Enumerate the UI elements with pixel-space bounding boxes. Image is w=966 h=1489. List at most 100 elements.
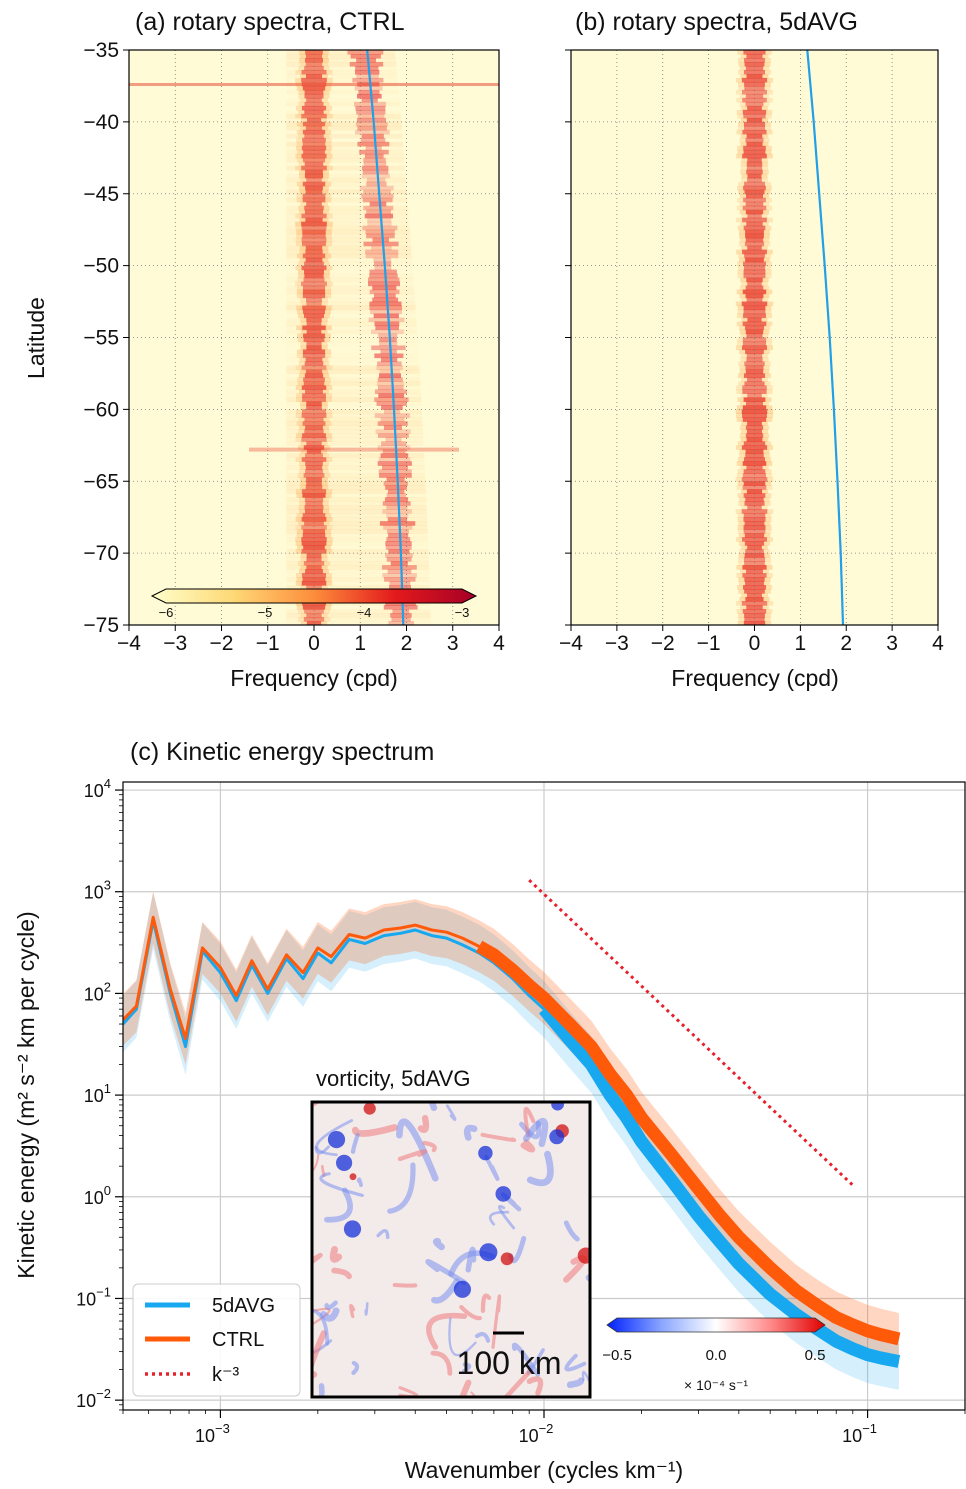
- zero-frequency-cell: [303, 277, 325, 283]
- inset-filament: [445, 1104, 457, 1122]
- zero-frequency-halo: [295, 549, 333, 554]
- zero-frequency-halo: [741, 177, 768, 183]
- inertial-band-cell: [355, 121, 388, 127]
- zero-frequency-halo: [737, 493, 772, 498]
- inset-filament: [463, 1124, 478, 1141]
- zero-frequency-cell: [303, 333, 325, 339]
- zero-frequency-halo: [739, 453, 770, 458]
- zero-frequency-cell: [305, 461, 323, 466]
- zero-frequency-cell: [302, 577, 326, 582]
- inset-vortex: [495, 1186, 512, 1202]
- inertial-band-cell: [382, 465, 408, 470]
- inertial-band-cell: [386, 513, 409, 518]
- zero-frequency-cell: [301, 573, 327, 578]
- inertial-band-cell: [365, 249, 399, 255]
- zero-frequency-cell: [744, 325, 765, 331]
- zero-frequency-cell: [306, 317, 322, 323]
- inset-filament: [484, 1154, 500, 1181]
- y-tick-label: −75: [83, 614, 119, 637]
- zero-frequency-halo: [740, 353, 769, 359]
- zero-frequency-cell: [742, 585, 767, 590]
- inset-filament: [318, 1383, 325, 1397]
- zero-frequency-halo: [738, 561, 771, 566]
- zero-frequency-halo: [296, 409, 332, 414]
- background-energy-cell: [286, 489, 426, 494]
- zero-frequency-cell: [305, 125, 323, 131]
- background-energy-cell: [286, 453, 425, 458]
- zero-frequency-cell: [742, 417, 767, 422]
- background-energy-cell: [286, 537, 429, 542]
- zero-frequency-halo: [740, 117, 769, 123]
- zero-frequency-halo: [300, 405, 328, 410]
- background-energy-cell: [286, 57, 396, 63]
- inertial-band-cell: [361, 173, 390, 179]
- x-tick-label: 2: [840, 632, 852, 655]
- inset-filament: [425, 1259, 467, 1286]
- inset-filament: [312, 1102, 321, 1107]
- zero-frequency-halo: [739, 581, 770, 586]
- background-energy-cell: [286, 113, 401, 119]
- y-tick-label: −40: [83, 111, 119, 134]
- inset-filament: [376, 1229, 390, 1239]
- panel-b-title: (b) rotary spectra, 5dAVG: [575, 8, 858, 36]
- background-energy-cell: [286, 437, 424, 442]
- inset-vortex: [343, 1220, 362, 1238]
- zero-frequency-cell: [746, 277, 763, 283]
- zero-frequency-halo: [736, 217, 773, 223]
- background-energy-cell: [286, 257, 413, 263]
- zero-frequency-cell: [305, 245, 323, 251]
- zero-frequency-halo: [740, 357, 769, 363]
- zero-frequency-halo: [737, 57, 772, 63]
- inertial-band-cell: [359, 185, 394, 191]
- zero-frequency-halo: [300, 201, 328, 207]
- zero-frequency-cell: [746, 169, 763, 175]
- zero-frequency-cell: [304, 417, 324, 422]
- zero-frequency-cell: [305, 485, 323, 490]
- x-tick-label: 0: [308, 632, 320, 655]
- background-energy-cell: [286, 473, 426, 478]
- inertial-band-cell: [378, 457, 411, 462]
- inertial-band-cell: [359, 149, 389, 155]
- zero-frequency-halo: [296, 513, 332, 518]
- background-energy-cell: [286, 417, 423, 422]
- zero-frequency-cell: [304, 373, 324, 379]
- zero-frequency-cell: [745, 549, 764, 554]
- zero-frequency-halo: [295, 165, 333, 171]
- inertial-band-cell: [376, 381, 405, 387]
- inertial-band-cell: [388, 621, 415, 625]
- zero-frequency-cell: [741, 601, 768, 606]
- background-energy-cell: [286, 229, 410, 235]
- zero-frequency-halo: [299, 257, 329, 263]
- inertial-band-cell: [374, 353, 404, 359]
- inertial-band-cell: [363, 157, 386, 163]
- inset-filament: [312, 1252, 323, 1265]
- background-energy-cell: [286, 253, 412, 259]
- zero-frequency-halo: [298, 429, 330, 434]
- zero-frequency-cell: [305, 185, 323, 191]
- inertial-band-cell: [390, 613, 412, 618]
- background-energy-cell: [286, 577, 430, 582]
- inertial-band-cell: [371, 345, 406, 351]
- x-tick-label: −1: [256, 632, 280, 655]
- zero-frequency-halo: [737, 513, 772, 518]
- zero-frequency-cell: [305, 501, 323, 506]
- zero-frequency-cell: [743, 305, 766, 311]
- zero-frequency-halo: [736, 385, 773, 391]
- zero-frequency-halo: [736, 417, 773, 422]
- x-tick-label: 3: [447, 632, 459, 655]
- zero-frequency-cell: [742, 341, 767, 347]
- y-tick-label: 10−2: [76, 1386, 111, 1411]
- background-energy-cell: [286, 69, 397, 75]
- zero-frequency-halo: [737, 525, 772, 530]
- zero-frequency-cell: [744, 501, 765, 506]
- zero-frequency-halo: [737, 373, 772, 379]
- zero-frequency-halo: [740, 73, 769, 79]
- zero-frequency-cell: [744, 613, 765, 618]
- zero-frequency-halo: [737, 261, 772, 267]
- background-energy-cell: [286, 425, 423, 430]
- background-energy-cell: [286, 501, 427, 506]
- inertial-band-cell: [387, 489, 405, 494]
- zero-frequency-cell: [301, 145, 327, 151]
- background-energy-cell: [286, 485, 426, 490]
- zero-frequency-halo: [298, 609, 330, 614]
